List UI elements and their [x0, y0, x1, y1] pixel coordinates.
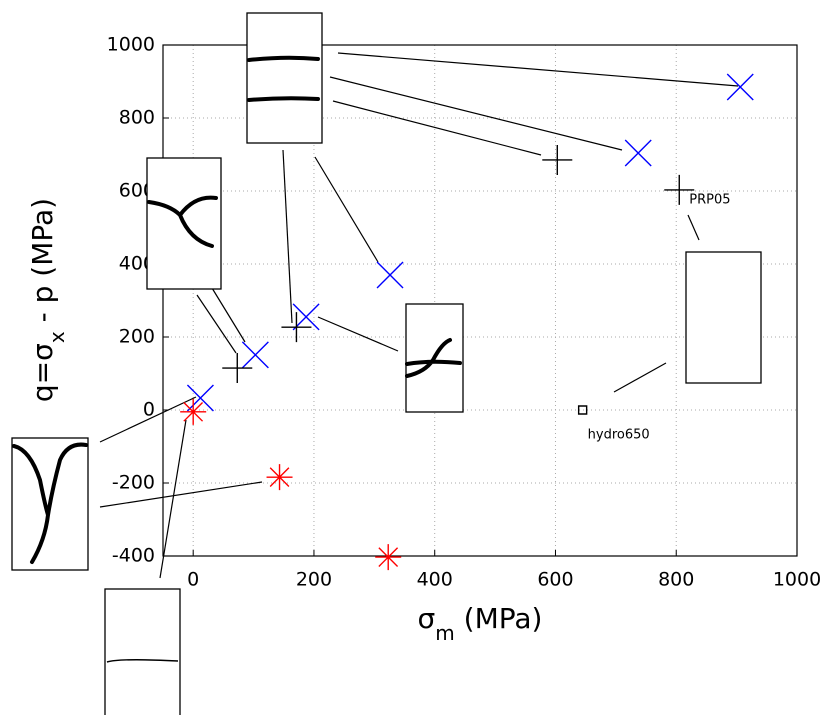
point	[375, 544, 402, 571]
y-tick-label: 0	[143, 399, 155, 421]
inset	[104, 588, 181, 715]
x-tick-label: 800	[658, 569, 694, 591]
inset	[246, 12, 323, 144]
inset-curve	[106, 658, 179, 663]
leader	[329, 76, 623, 151]
y-tick-label: -400	[112, 545, 155, 567]
inset-curve	[12, 442, 88, 564]
leader	[687, 214, 700, 241]
leader-lines	[99, 52, 739, 579]
point	[241, 341, 269, 369]
y-axis-label: q=σx - p (MPa)	[26, 198, 69, 402]
point	[542, 144, 573, 175]
y-tick-label: 1000	[107, 34, 155, 56]
inset	[146, 157, 222, 290]
leader	[196, 294, 237, 354]
leader	[332, 100, 542, 156]
point	[222, 353, 253, 384]
leader	[317, 316, 399, 352]
point	[266, 464, 293, 491]
leader	[159, 419, 187, 579]
insets	[11, 12, 762, 715]
annotation: PRP05	[689, 192, 730, 207]
y-tick-label: 400	[119, 253, 155, 275]
y-tick-label: -200	[112, 472, 155, 494]
inset-curve	[405, 338, 462, 378]
y-label-main: q=σ	[26, 343, 59, 402]
point	[281, 312, 312, 343]
leader	[337, 52, 739, 87]
annotation: hydro650	[588, 428, 650, 443]
leader	[99, 396, 197, 443]
x-tick-label: 0	[187, 569, 199, 591]
point	[376, 261, 404, 289]
point	[726, 73, 754, 101]
leader	[211, 287, 246, 343]
x-tick-label: 1000	[773, 569, 821, 591]
point	[292, 303, 320, 331]
leader	[99, 481, 263, 508]
leader	[282, 149, 293, 324]
point	[664, 174, 695, 205]
x-tick-label: 200	[296, 569, 332, 591]
x-tick-label: 400	[417, 569, 453, 591]
inset-curve	[247, 55, 320, 102]
x-axis-label: σm (MPa)	[418, 602, 543, 645]
point	[577, 405, 588, 415]
leader	[613, 362, 667, 393]
point	[180, 398, 207, 425]
y-label-rest: - p (MPa)	[26, 198, 59, 331]
leader	[314, 156, 379, 263]
point	[186, 384, 214, 412]
axes-box	[162, 44, 798, 557]
x-label-rest: (MPa)	[455, 602, 543, 635]
y-tick-label: 200	[119, 326, 155, 348]
y-tick-label: 800	[119, 107, 155, 129]
x-tick-label: 600	[537, 569, 573, 591]
x-label-sub: m	[435, 621, 454, 645]
x-label-main: σ	[418, 602, 436, 635]
inset-curve	[147, 195, 218, 248]
inset	[685, 251, 762, 384]
point	[624, 139, 652, 167]
y-tick-label: 600	[119, 180, 155, 202]
y-label-sub: x	[45, 331, 69, 343]
